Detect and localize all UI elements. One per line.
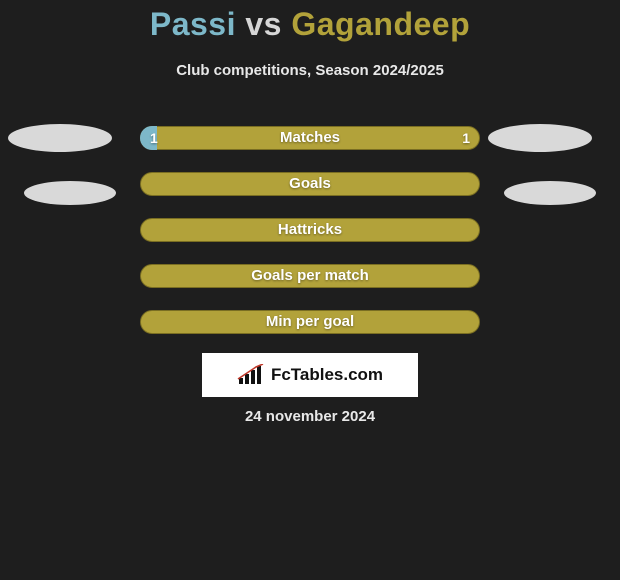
bar-value-left: 1: [150, 126, 158, 150]
logo-bars-icon: [237, 364, 265, 386]
title-player2: Gagandeep: [291, 6, 470, 42]
bar-label: Hattricks: [140, 218, 480, 242]
date-text: 24 november 2024: [0, 408, 620, 425]
bar-value-right: 1: [462, 126, 470, 150]
title-vs: vs: [245, 6, 282, 42]
stat-row: Min per goal: [0, 310, 620, 334]
decorative-ellipse: [8, 124, 112, 152]
bar-wrap: Goals: [140, 172, 480, 196]
decorative-ellipse: [24, 181, 116, 205]
comparison-infographic: Passi vs Gagandeep Club competitions, Se…: [0, 0, 620, 580]
bar-wrap: Goals per match: [140, 264, 480, 288]
page-title: Passi vs Gagandeep: [0, 6, 620, 43]
title-player1: Passi: [150, 6, 236, 42]
bar-wrap: Hattricks: [140, 218, 480, 242]
bar-label: Goals: [140, 172, 480, 196]
logo-box: FcTables.com: [202, 353, 418, 397]
decorative-ellipse: [488, 124, 592, 152]
bar-label: Min per goal: [140, 310, 480, 334]
stat-row: Goals per match: [0, 264, 620, 288]
decorative-ellipse: [504, 181, 596, 205]
subtitle: Club competitions, Season 2024/2025: [0, 62, 620, 79]
bar-label: Matches: [140, 126, 480, 150]
logo-text: FcTables.com: [271, 365, 383, 385]
bar-label: Goals per match: [140, 264, 480, 288]
stat-row: Hattricks: [0, 218, 620, 242]
bar-wrap: Matches1 1: [140, 126, 480, 150]
bar-wrap: Min per goal: [140, 310, 480, 334]
